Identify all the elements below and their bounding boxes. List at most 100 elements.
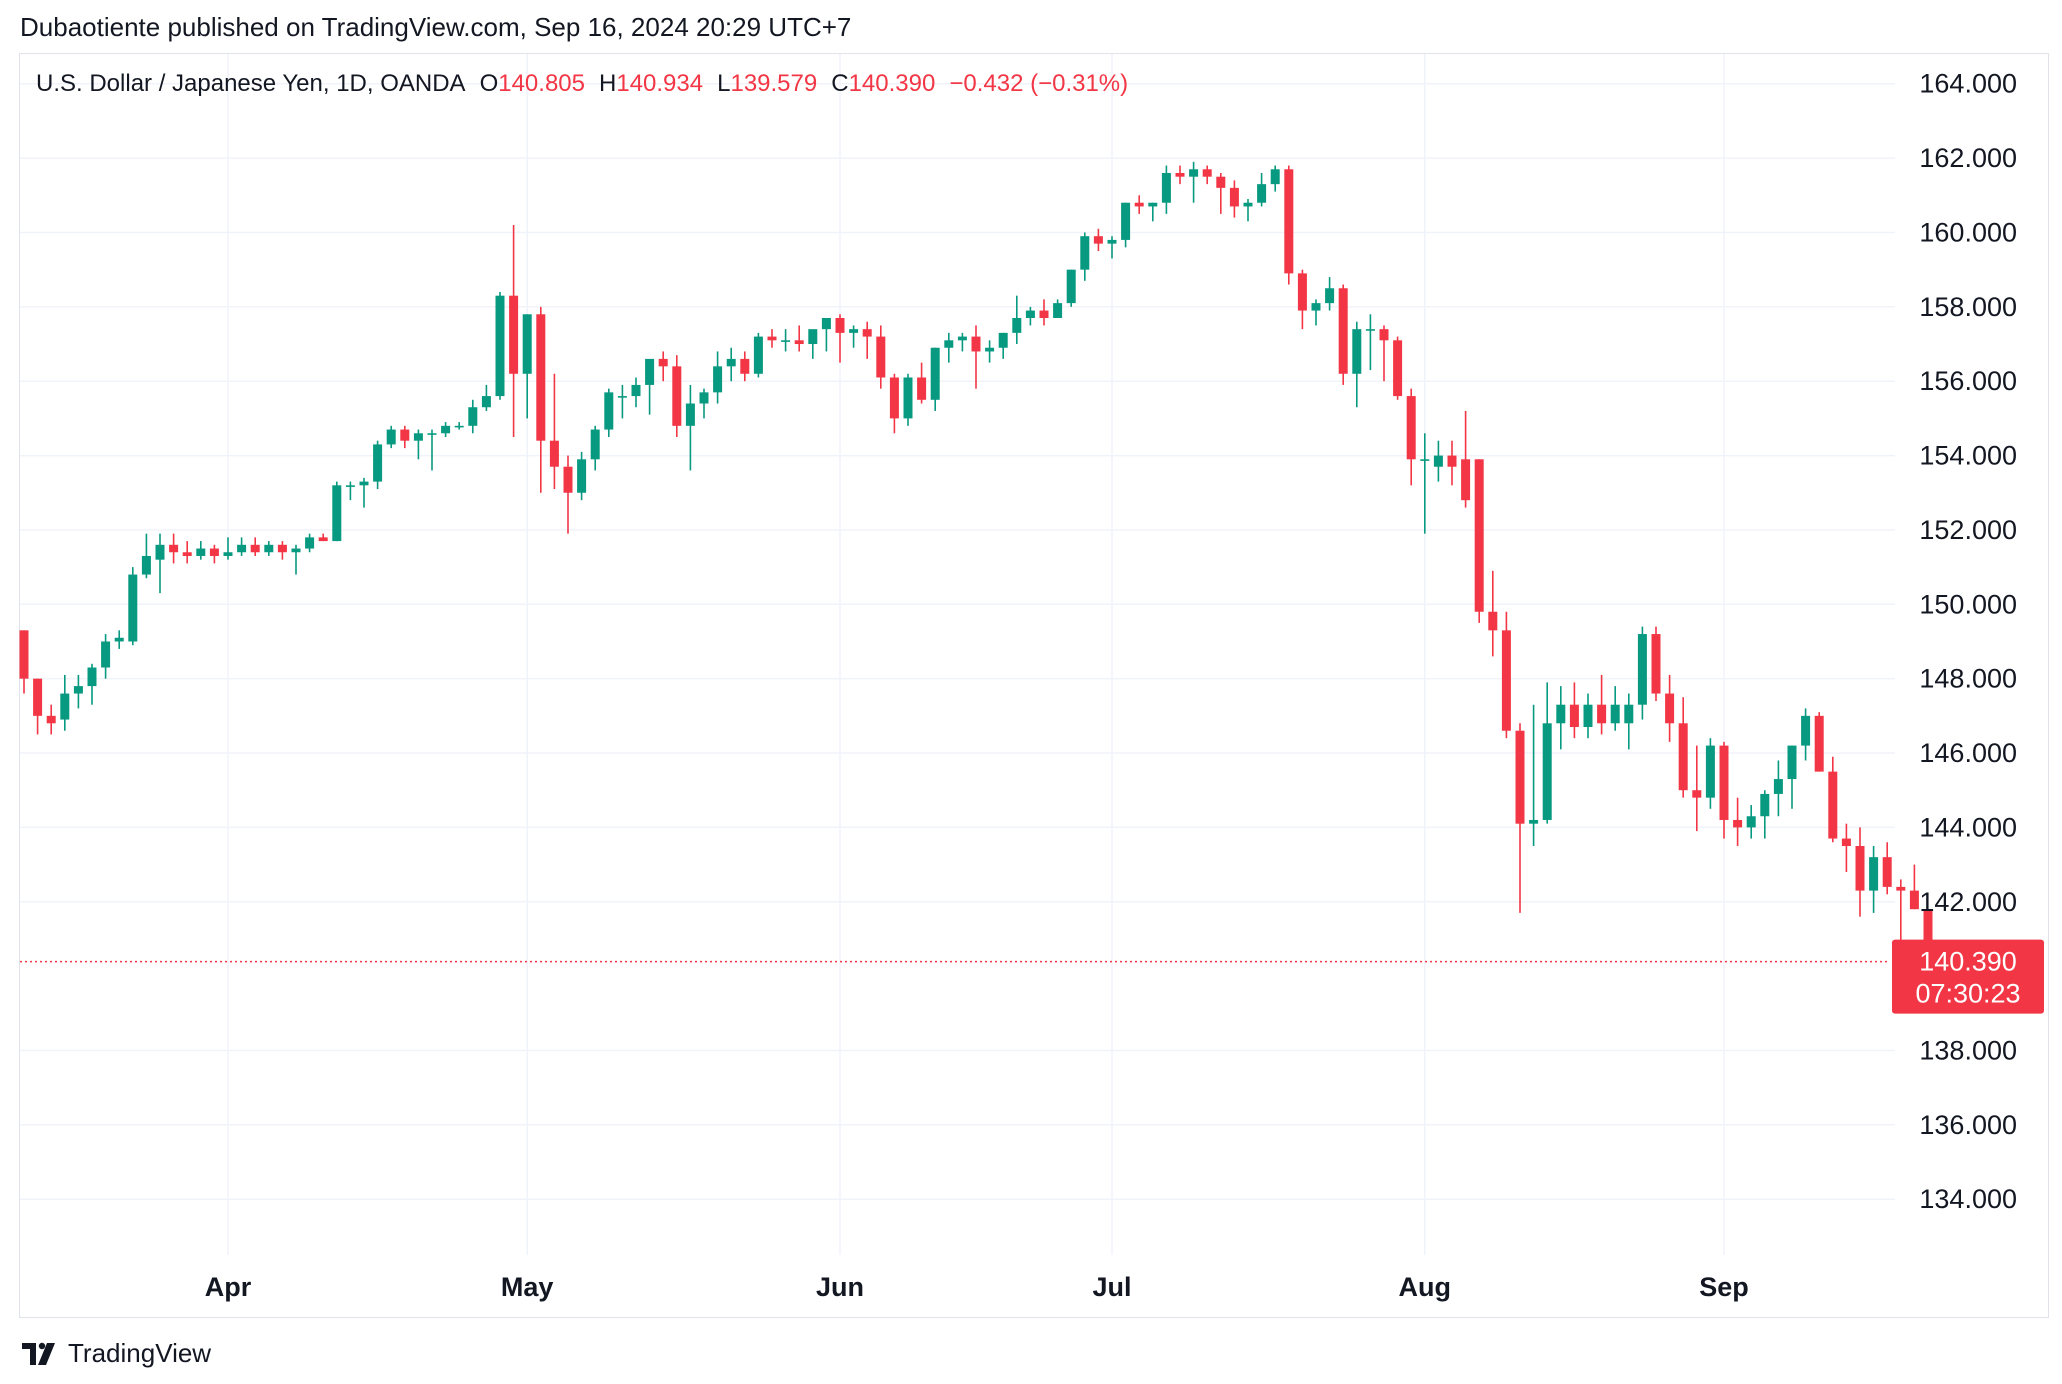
candle[interactable]: [808, 329, 818, 359]
candle[interactable]: [794, 325, 804, 352]
candle[interactable]: [1692, 745, 1702, 832]
candle[interactable]: [1773, 760, 1783, 817]
candle[interactable]: [903, 373, 913, 426]
candle[interactable]: [1365, 314, 1375, 371]
candle[interactable]: [182, 541, 192, 564]
footer-brand[interactable]: TradingView: [68, 1338, 212, 1368]
candle[interactable]: [590, 425, 600, 471]
candle[interactable]: [1746, 805, 1756, 839]
candle[interactable]: [658, 351, 668, 382]
candle[interactable]: [1229, 180, 1239, 218]
candle[interactable]: [223, 537, 233, 560]
candle[interactable]: [1678, 697, 1688, 798]
candle[interactable]: [101, 634, 111, 679]
candle[interactable]: [1474, 459, 1484, 623]
candle[interactable]: [1610, 686, 1620, 731]
candle[interactable]: [781, 329, 791, 352]
candle[interactable]: [1733, 797, 1743, 846]
candle[interactable]: [386, 425, 396, 449]
candle[interactable]: [1814, 712, 1824, 772]
candle[interactable]: [1175, 165, 1185, 185]
candle[interactable]: [454, 422, 464, 430]
candle[interactable]: [1243, 199, 1253, 222]
candle[interactable]: [1801, 708, 1811, 761]
candle[interactable]: [413, 429, 423, 460]
candle[interactable]: [1420, 433, 1430, 534]
candle[interactable]: [1665, 674, 1675, 742]
candle[interactable]: [1556, 686, 1566, 750]
candle[interactable]: [305, 533, 315, 553]
candle[interactable]: [60, 674, 70, 731]
candle[interactable]: [1039, 299, 1049, 326]
candle[interactable]: [509, 225, 519, 437]
candle[interactable]: [1284, 165, 1294, 285]
candle[interactable]: [1488, 570, 1498, 657]
candle[interactable]: [1053, 299, 1063, 318]
candle[interactable]: [209, 544, 219, 564]
candle[interactable]: [1637, 626, 1647, 720]
candle[interactable]: [522, 314, 532, 419]
candle[interactable]: [1447, 440, 1457, 486]
candle[interactable]: [495, 291, 505, 400]
candle[interactable]: [400, 425, 410, 449]
candle[interactable]: [332, 481, 342, 542]
candle[interactable]: [985, 340, 995, 363]
candle[interactable]: [767, 329, 777, 348]
candle[interactable]: [19, 630, 29, 694]
candle[interactable]: [1433, 440, 1443, 482]
candle[interactable]: [427, 429, 437, 471]
candle[interactable]: [1189, 161, 1199, 203]
candle[interactable]: [631, 377, 641, 408]
candle[interactable]: [1529, 704, 1539, 846]
candle[interactable]: [128, 567, 138, 646]
candle[interactable]: [468, 399, 478, 434]
candle[interactable]: [957, 332, 967, 352]
candle[interactable]: [264, 541, 274, 556]
candle[interactable]: [1583, 693, 1593, 739]
candle[interactable]: [1134, 195, 1144, 214]
candle[interactable]: [876, 325, 886, 389]
candle[interactable]: [277, 541, 287, 560]
candle[interactable]: [1909, 864, 1919, 910]
candle[interactable]: [821, 317, 831, 352]
candle[interactable]: [1270, 165, 1280, 192]
candle[interactable]: [1066, 269, 1076, 307]
candle[interactable]: [1461, 410, 1471, 508]
candle[interactable]: [1869, 845, 1879, 913]
candle[interactable]: [1121, 202, 1131, 248]
candle[interactable]: [1841, 823, 1851, 873]
candle[interactable]: [1882, 842, 1892, 895]
candle[interactable]: [1093, 228, 1103, 252]
candle[interactable]: [536, 306, 546, 493]
candle[interactable]: [862, 321, 872, 359]
candle[interactable]: [1855, 827, 1865, 917]
candle[interactable]: [1393, 336, 1403, 400]
candle[interactable]: [1216, 172, 1226, 214]
candle[interactable]: [1257, 172, 1267, 207]
candle[interactable]: [726, 347, 736, 382]
candle[interactable]: [1597, 674, 1607, 735]
candle[interactable]: [1325, 277, 1335, 311]
candle[interactable]: [889, 373, 899, 434]
candle[interactable]: [944, 332, 954, 363]
candle[interactable]: [1080, 232, 1090, 281]
candle[interactable]: [1542, 682, 1552, 824]
candle[interactable]: [1338, 284, 1348, 385]
candle[interactable]: [1012, 295, 1022, 345]
candle[interactable]: [1161, 165, 1171, 214]
candle[interactable]: [359, 477, 369, 508]
candle[interactable]: [481, 384, 491, 411]
candle[interactable]: [685, 384, 695, 471]
candle[interactable]: [373, 440, 383, 490]
candle[interactable]: [577, 451, 587, 501]
candle[interactable]: [604, 388, 614, 437]
candle[interactable]: [1651, 626, 1661, 701]
candle[interactable]: [672, 355, 682, 437]
candle[interactable]: [1705, 738, 1715, 809]
candle[interactable]: [250, 537, 260, 556]
candle[interactable]: [237, 537, 247, 556]
candle[interactable]: [87, 663, 97, 705]
candle[interactable]: [1787, 745, 1797, 809]
candle[interactable]: [1379, 325, 1389, 382]
